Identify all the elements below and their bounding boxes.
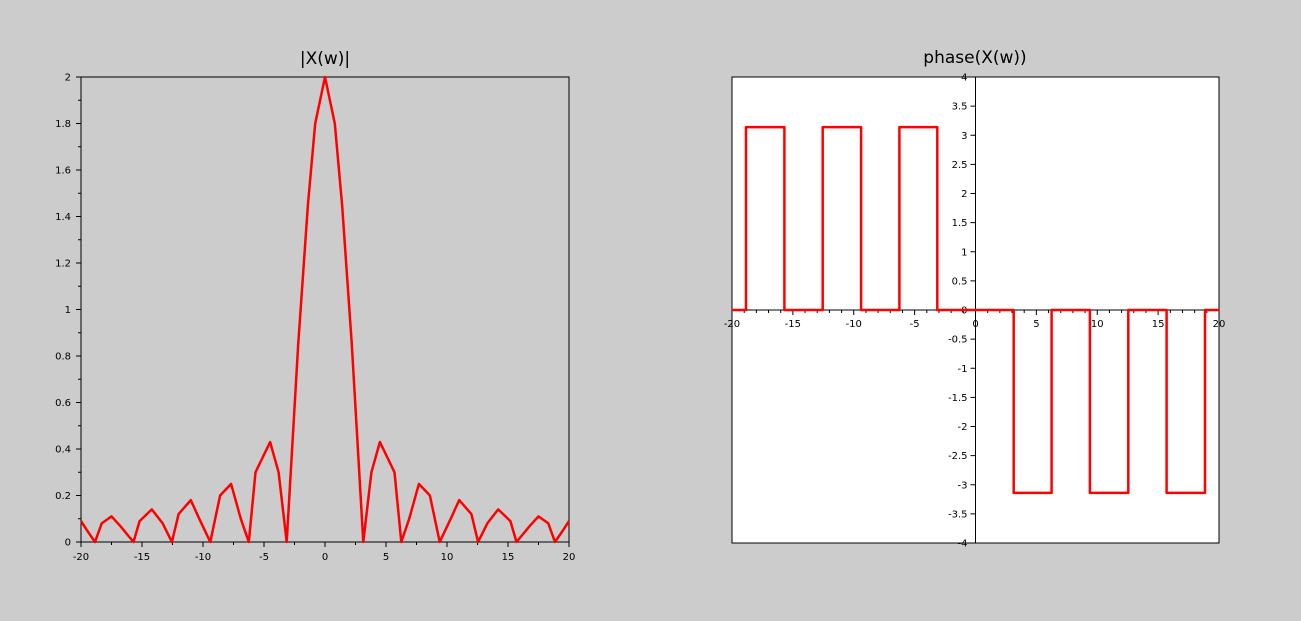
x-tick-label: 15 — [1152, 319, 1165, 330]
x-tick-label: -15 — [785, 319, 801, 330]
y-tick-label: 2.5 — [952, 160, 968, 171]
magnitude-plot: |X(w)| -20 -15 -10 -5 0 5 10 15 20 0 0.2 0.4 0.6 0.8 1… — [55, 49, 575, 563]
y-tick-label: 2 — [65, 73, 71, 84]
y-tick-label: -3.5 — [948, 509, 968, 520]
y-tick-label: -0.5 — [948, 335, 968, 346]
x-tick-label: -10 — [846, 319, 862, 330]
y-tick-label: 1.6 — [55, 166, 71, 177]
magnitude-plot-title: |X(w)| — [300, 49, 350, 69]
x-tick-label: 20 — [563, 552, 576, 563]
x-tick-label: 0 — [322, 552, 328, 563]
phase-plot-series — [732, 125, 1219, 495]
y-tick-label: 2 — [961, 189, 967, 200]
y-tick-label: -2.5 — [948, 451, 968, 462]
x-tick-label: -20 — [73, 552, 89, 563]
x-tick-label: -5 — [910, 319, 920, 330]
y-tick-label: 1.8 — [55, 119, 71, 130]
y-tick-label: 1 — [961, 247, 967, 258]
y-tick-label: 1.2 — [55, 259, 71, 270]
x-tick-label: 10 — [1091, 319, 1104, 330]
y-tick-label: 4 — [961, 73, 967, 84]
x-tick-label: 0 — [972, 319, 978, 330]
y-tick-label: 0.5 — [952, 276, 968, 287]
x-tick-label: -5 — [259, 552, 269, 563]
y-tick-label: 3.5 — [952, 102, 968, 113]
y-tick-label: 1.4 — [55, 212, 71, 223]
y-tick-label: 0.6 — [55, 398, 71, 409]
phase-plot: phase(X(w)) -20 -15 -10 -5 0 5 10 15 20 -4 -3.5 -3 -… — [724, 48, 1226, 550]
y-tick-label: -1.5 — [948, 393, 968, 404]
series-line — [79, 75, 571, 544]
y-tick-label: -3 — [958, 480, 968, 491]
x-tick-label: 20 — [1213, 319, 1226, 330]
magnitude-plot-series — [79, 75, 571, 544]
x-tick-label: 10 — [441, 552, 454, 563]
magnitude-plot-axes-box — [80, 76, 570, 543]
x-tick-label: -15 — [134, 552, 150, 563]
magnitude-plot-tick-labels: -20 -15 -10 -5 0 5 10 15 20 0 0.2 0.4 0.6 0.8 1 1.2 1.4 1… — [55, 73, 575, 564]
x-tick-label: -10 — [195, 552, 211, 563]
y-tick-label: 1 — [65, 305, 71, 316]
x-tick-label: 5 — [383, 552, 389, 563]
series-line — [732, 125, 1219, 495]
y-tick-label: 1.5 — [952, 218, 968, 229]
y-tick-label: 0.4 — [55, 445, 71, 456]
y-tick-label: 0.8 — [55, 352, 71, 363]
x-tick-label: -20 — [724, 319, 740, 330]
y-tick-label: -1 — [958, 364, 968, 375]
y-tick-label: 0.2 — [55, 491, 71, 502]
y-tick-label: 3 — [961, 131, 967, 142]
magnitude-plot-ticks — [76, 76, 570, 547]
phase-plot-title: phase(X(w)) — [923, 48, 1026, 68]
y-tick-label: -4 — [958, 539, 968, 550]
x-tick-label: 15 — [502, 552, 515, 563]
y-tick-label: 0 — [65, 538, 71, 549]
x-tick-label: 5 — [1033, 319, 1039, 330]
y-tick-label: -2 — [958, 422, 968, 433]
